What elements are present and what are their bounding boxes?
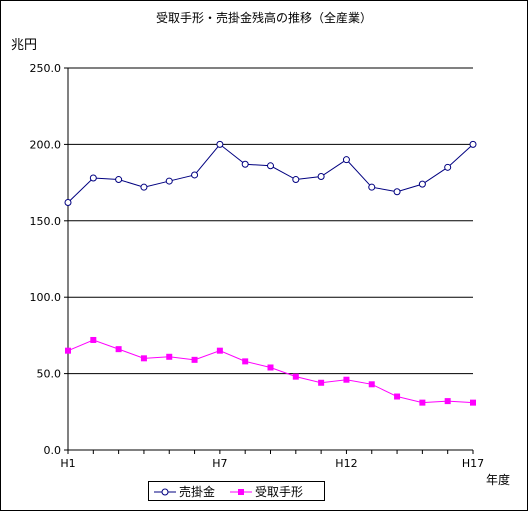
series-0-point-4 xyxy=(165,177,173,185)
series-1-point-16 xyxy=(470,399,476,406)
y-tick-label-0: 250.0 xyxy=(30,62,62,75)
series-1-point-8 xyxy=(267,364,274,371)
series-0-point-15 xyxy=(444,163,452,171)
series-0-point-14 xyxy=(418,180,426,188)
y-tick-label-5: 0.0 xyxy=(44,444,62,457)
x-axis-unit-label: 年度 xyxy=(486,473,511,487)
series-0-point-16 xyxy=(469,140,477,148)
series-1-point-6 xyxy=(216,347,223,354)
x-tick-label-2: H12 xyxy=(335,457,357,470)
y-axis-unit-label: 兆円 xyxy=(11,38,38,53)
legend: 売掛金 受取手形 xyxy=(148,481,325,501)
series-0-point-6 xyxy=(216,140,224,148)
y-tick-label-2: 150.0 xyxy=(30,215,62,228)
series-0-point-2 xyxy=(115,176,123,184)
y-tick-label-4: 50.0 xyxy=(37,368,62,381)
series-1-point-2 xyxy=(115,346,122,353)
series-1-point-3 xyxy=(140,355,147,362)
series-0-point-13 xyxy=(393,188,401,196)
series-0-point-10 xyxy=(317,172,325,180)
legend-marker-series-1 xyxy=(230,489,252,495)
x-tick-label-0: H1 xyxy=(60,457,75,470)
series-1-point-0 xyxy=(65,347,71,354)
series-0-point-12 xyxy=(368,183,376,191)
series-1-point-4 xyxy=(166,353,173,360)
series-1-point-15 xyxy=(444,398,451,405)
series-1-point-5 xyxy=(191,356,198,363)
series-line-1 xyxy=(67,339,474,404)
chart-title: 受取手形・売掛金残高の推移（全産業） xyxy=(155,11,372,25)
series-0-point-9 xyxy=(292,176,300,184)
x-tick-label-3: H17 xyxy=(462,457,484,470)
series-1-point-11 xyxy=(343,376,350,383)
series-0-point-7 xyxy=(241,160,249,168)
series-1-point-12 xyxy=(368,381,375,388)
x-tick-label-1: H7 xyxy=(212,457,227,470)
series-1-point-14 xyxy=(419,399,426,406)
series-1-point-1 xyxy=(90,336,97,343)
series-0-point-0 xyxy=(64,198,72,206)
series-1-point-13 xyxy=(394,393,401,400)
legend-marker-series-0 xyxy=(154,488,176,496)
series-0-point-8 xyxy=(267,162,274,170)
series-1-point-7 xyxy=(242,358,249,365)
y-tick-label-1: 200.0 xyxy=(30,138,62,151)
series-0-point-5 xyxy=(191,171,199,179)
series-line-0 xyxy=(67,143,474,203)
y-tick-label-3: 100.0 xyxy=(30,291,62,304)
series-1-point-10 xyxy=(318,379,325,386)
series-0-point-1 xyxy=(89,174,97,182)
legend-label-series-0: 売掛金 xyxy=(179,485,216,499)
series-1-point-9 xyxy=(292,373,299,380)
series-0-point-3 xyxy=(140,183,148,191)
legend-label-series-1: 受取手形 xyxy=(255,485,304,499)
series-0-point-11 xyxy=(342,156,350,164)
